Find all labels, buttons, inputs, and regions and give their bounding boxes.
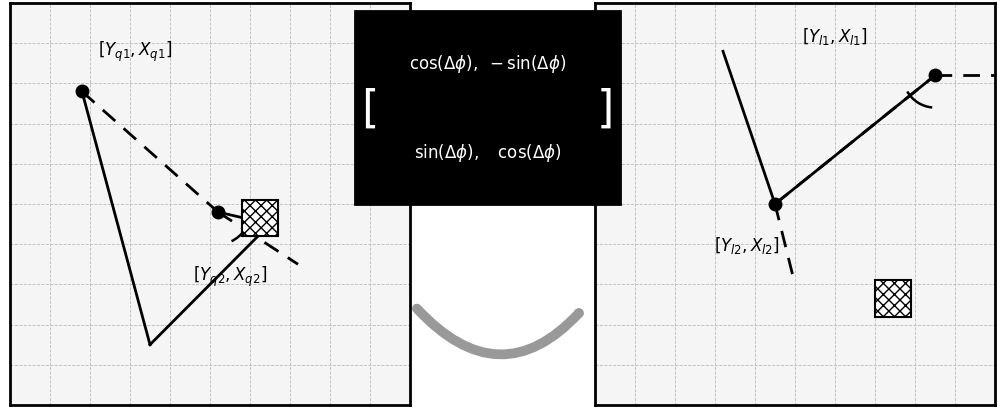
Bar bbox=[875, 281, 911, 317]
Text: $\mathrm{sin}(\Delta\phi),\quad \mathrm{cos}(\Delta\phi)$: $\mathrm{sin}(\Delta\phi),\quad \mathrm{… bbox=[414, 142, 561, 164]
Bar bbox=[242, 200, 278, 236]
Text: [: [ bbox=[361, 87, 378, 130]
Text: ]: ] bbox=[597, 87, 614, 130]
Text: $[Y_{l2}, X_{l2}]$: $[Y_{l2}, X_{l2}]$ bbox=[714, 234, 780, 255]
Bar bbox=[355, 12, 620, 204]
FancyArrowPatch shape bbox=[417, 309, 579, 355]
Text: $[Y_{q1}, X_{q1}]$: $[Y_{q1}, X_{q1}]$ bbox=[98, 40, 172, 64]
Text: $[Y_{l1}, X_{l1}]$: $[Y_{l1}, X_{l1}]$ bbox=[802, 26, 868, 47]
Text: $[Y_{q2}, X_{q2}]$: $[Y_{q2}, X_{q2}]$ bbox=[193, 265, 267, 289]
Text: $\mathrm{cos}(\Delta\phi),\ -\mathrm{sin}(\Delta\phi)$: $\mathrm{cos}(\Delta\phi),\ -\mathrm{sin… bbox=[409, 53, 566, 75]
